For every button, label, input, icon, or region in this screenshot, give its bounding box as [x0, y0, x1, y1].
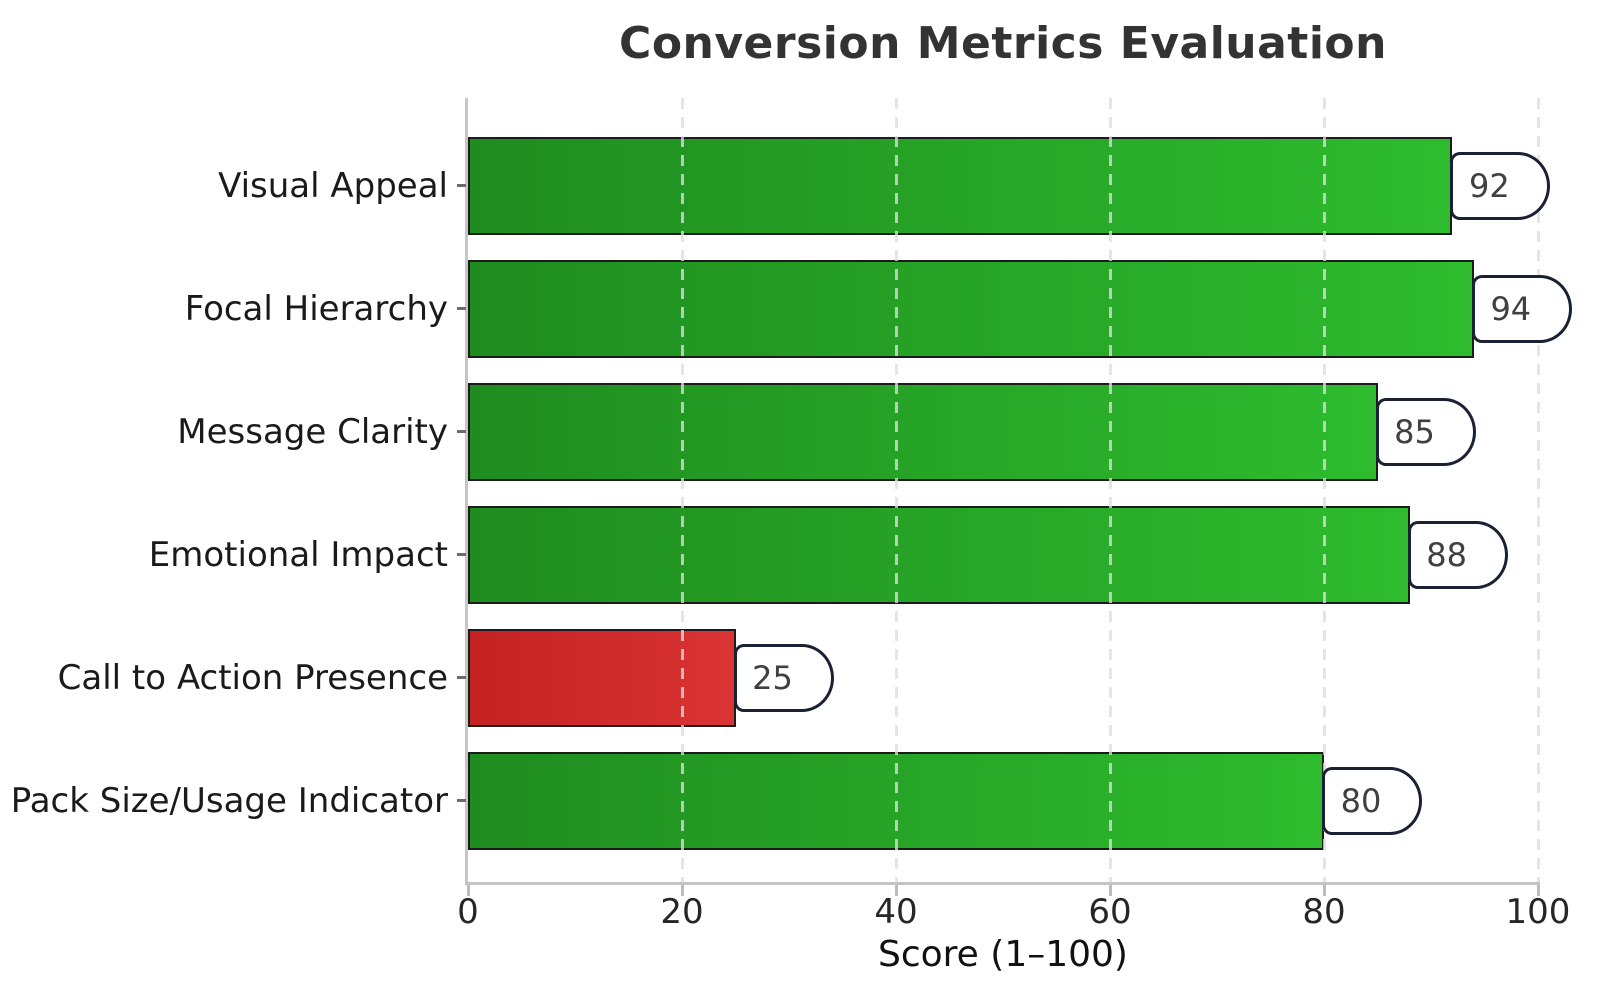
value-callout: 85: [1375, 397, 1476, 466]
x-tick-mark: [680, 885, 684, 896]
y-tick-mark: [457, 799, 466, 802]
category-label: Emotional Impact: [148, 534, 448, 575]
gridline-x-60: [1108, 98, 1112, 882]
y-tick-mark: [457, 307, 466, 310]
value-callout: 94: [1471, 274, 1572, 343]
bar-emotional-impact: [468, 505, 1410, 604]
x-tick-label: 0: [457, 892, 479, 932]
category-label: Pack Size/Usage Indicator: [10, 780, 448, 821]
y-tick-mark: [457, 553, 466, 556]
category-label: Focal Hierarchy: [184, 288, 448, 329]
y-tick-mark: [457, 430, 466, 433]
x-tick-label: 80: [1302, 892, 1346, 932]
value-callout: 92: [1450, 151, 1551, 220]
y-axis-spine: [465, 98, 468, 885]
y-tick-mark: [457, 676, 466, 679]
category-label: Message Clarity: [177, 411, 448, 452]
gridline-x-40: [894, 98, 898, 882]
x-axis-spine: [465, 882, 1540, 885]
value-callout: 80: [1322, 766, 1422, 835]
x-tick-mark: [894, 885, 898, 896]
x-tick-label: 20: [660, 892, 704, 932]
bar-focal-hierarchy: [468, 259, 1474, 358]
x-axis-label: Score (1–100): [878, 934, 1128, 975]
gridline-x-80: [1322, 98, 1326, 882]
gridline-x-100: [1536, 98, 1540, 882]
x-tick-label: 100: [1505, 892, 1571, 932]
bar-message-clarity: [468, 382, 1378, 481]
value-callout: 88: [1407, 520, 1508, 589]
chart-title: Conversion Metrics Evaluation: [619, 18, 1387, 69]
category-label: Call to Action Presence: [57, 657, 448, 698]
x-tick-mark: [466, 885, 470, 896]
y-tick-mark: [457, 184, 466, 187]
x-tick-mark: [1108, 885, 1112, 896]
plot-area: 92 94 85 88 25 80: [457, 98, 1572, 896]
x-tick-mark: [1322, 885, 1326, 896]
value-callout: 25: [733, 643, 834, 712]
bar-visual-appeal: [468, 136, 1453, 235]
x-tick-mark: [1536, 885, 1540, 896]
x-tick-label: 40: [874, 892, 918, 932]
x-tick-label: 60: [1088, 892, 1132, 932]
gridline-x-20: [680, 98, 684, 882]
bar-call-to-action-presence: [468, 628, 736, 727]
category-label: Visual Appeal: [218, 165, 448, 206]
